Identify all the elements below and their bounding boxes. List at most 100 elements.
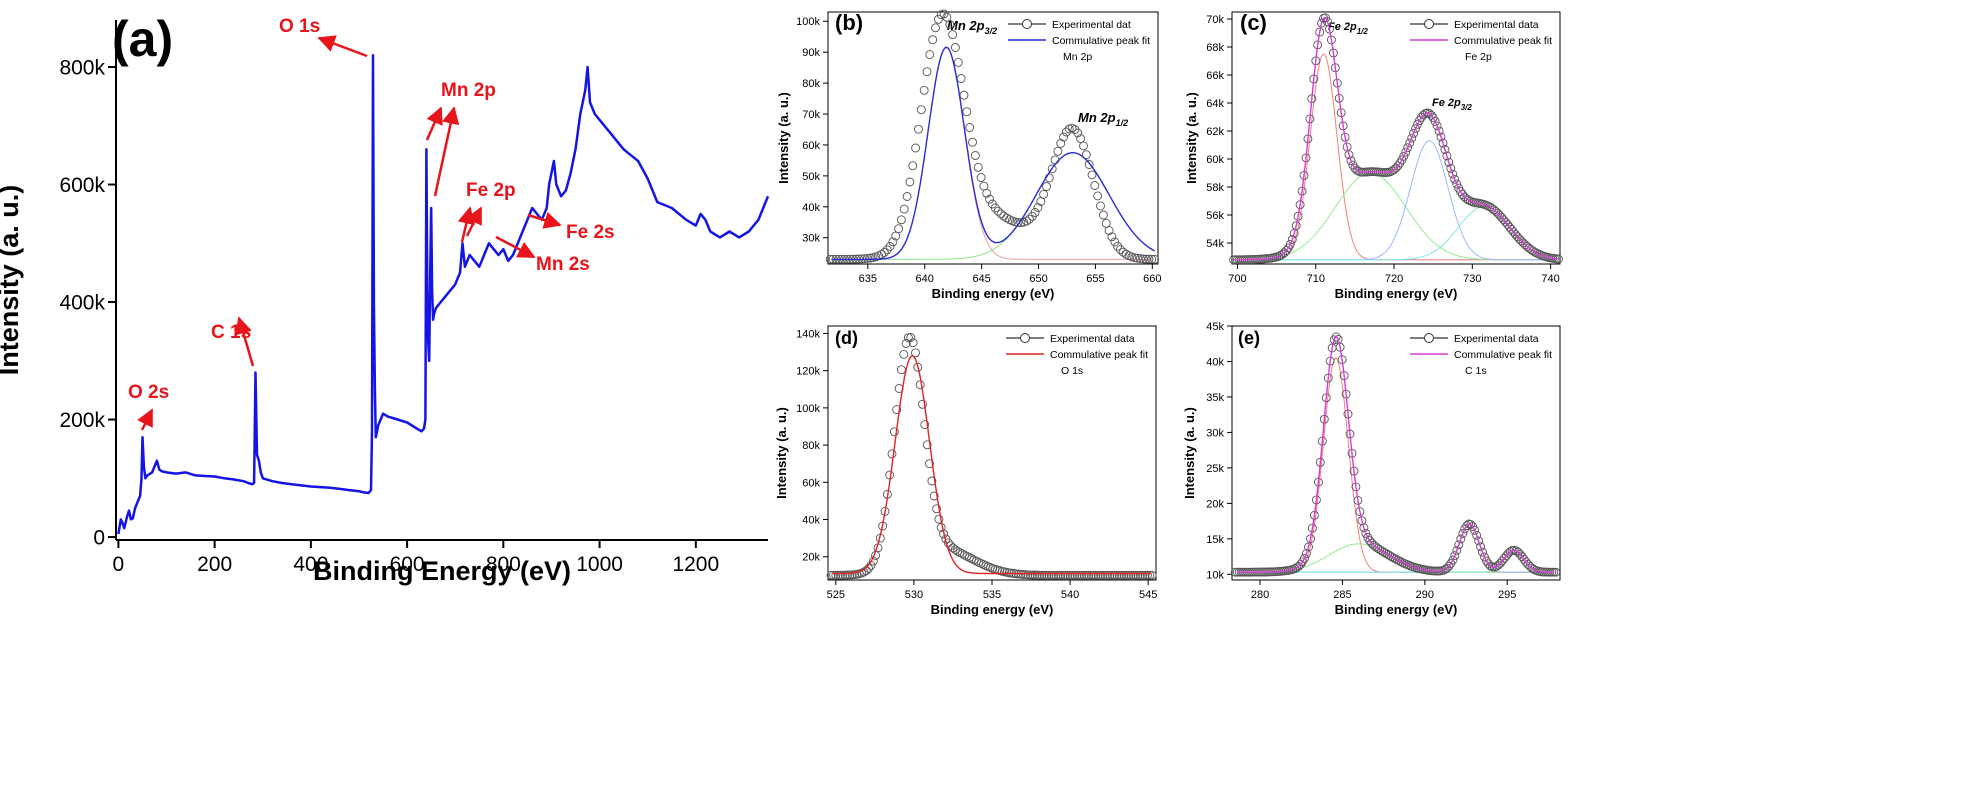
x-tick-label: 1000 <box>576 553 623 576</box>
component-curve <box>831 47 1154 260</box>
experimental-marker <box>1117 570 1127 580</box>
experimental-marker <box>908 338 918 348</box>
y-tick-label: 70k <box>1206 14 1224 26</box>
experimental-marker <box>826 570 836 580</box>
experimental-marker <box>1444 157 1454 167</box>
y-tick-label: 120k <box>796 366 820 378</box>
experimental-marker <box>1300 553 1309 563</box>
experimental-marker <box>1081 150 1091 160</box>
experimental-marker <box>953 57 963 67</box>
experimental-marker <box>1147 570 1157 580</box>
x-tick-label: 600 <box>390 553 425 576</box>
experimental-marker <box>1053 570 1063 580</box>
x-tick-label: 740 <box>1541 273 1559 285</box>
experimental-marker <box>1335 342 1345 352</box>
experimental-marker <box>931 23 940 33</box>
experimental-marker <box>913 362 923 372</box>
experimental-marker <box>1105 570 1115 580</box>
experimental-marker <box>899 204 909 214</box>
experimental-marker <box>1084 570 1094 580</box>
experimental-marker <box>1073 128 1083 138</box>
y-tick-label: 80k <box>802 78 820 90</box>
experimental-marker <box>970 151 980 160</box>
x-tick-label: 290 <box>1416 589 1434 601</box>
experimental-marker <box>990 203 1000 213</box>
annotations-a: O 2s C 1s O 1s Mn 2p Fe 2p Fe 2s Mn 2s <box>128 16 615 431</box>
experimental-marker <box>1458 529 1468 538</box>
arrow-o1s <box>317 35 368 58</box>
component-curve <box>1234 172 1557 261</box>
y-tick-label: 100k <box>796 403 820 415</box>
experimental-marker <box>1103 570 1113 580</box>
experimental-marker <box>1529 564 1539 574</box>
y-tick-label: 60k <box>802 477 820 489</box>
experimental-marker <box>1091 570 1101 580</box>
experimental-marker <box>1440 145 1450 154</box>
x-tick-label: 295 <box>1498 589 1516 601</box>
y-tick-label: 140k <box>796 328 820 340</box>
y-tick-label: 15k <box>1206 534 1224 546</box>
experimental-marker <box>1037 570 1047 580</box>
x-axis-label: Binding energy (eV) <box>932 286 1055 301</box>
x-tick-label: 700 <box>1228 273 1246 285</box>
experimental-marker <box>1044 570 1054 580</box>
experimental-marker <box>945 19 955 29</box>
experimental-marker <box>968 137 977 147</box>
experimental-marker <box>1530 247 1540 257</box>
experimental-marker <box>976 173 986 182</box>
experimental-marker <box>1401 147 1411 157</box>
plot-frame <box>827 325 1157 581</box>
experimental-marker <box>1079 570 1089 580</box>
experimental-marker <box>920 420 930 430</box>
panel-e-tag: (e) <box>1238 328 1260 348</box>
legend-label-region: Fe 2p <box>1465 51 1492 63</box>
experimental-marker <box>1084 160 1094 169</box>
y-tick-label: 62k <box>1206 126 1224 138</box>
experimental-marker <box>1396 557 1406 567</box>
experimental-marker <box>967 554 977 564</box>
experimental-marker <box>915 380 925 390</box>
y-axis-label: Intensity (a. u.) <box>1182 407 1197 499</box>
experimental-marker <box>1060 570 1070 580</box>
experimental-marker <box>933 14 943 24</box>
experimental-marker <box>1436 132 1446 142</box>
legend-label-fit: Commulative peak fit <box>1454 35 1552 47</box>
experimental-marker <box>1124 570 1134 580</box>
experimental-marker <box>1147 254 1157 264</box>
peak-label-fe-2p3-2: Fe 2p3/2 <box>1432 97 1472 112</box>
experimental-marker <box>1039 189 1049 199</box>
component-curve <box>1234 53 1557 261</box>
experimental-marker <box>905 177 915 187</box>
x-tick-label: 545 <box>1139 589 1157 601</box>
x-axis-label: Binding energy (eV) <box>931 602 1054 617</box>
panel-e-c1s: (e) 280 285 290 295 10k 15k 20k 25k 30k 35k 40k 45k… <box>1182 321 1561 617</box>
annotation-fe2s: Fe 2s <box>566 222 615 243</box>
panel-a-tag: (a) <box>112 11 173 67</box>
experimental-marker <box>1340 132 1350 142</box>
experimental-marker <box>1024 214 1034 224</box>
experimental-marker <box>948 543 958 553</box>
experimental-marker <box>829 570 838 580</box>
peak-label-fe-2p1-2: Fe 2p1/2 <box>1328 21 1368 36</box>
y-tick-label: 54k <box>1206 238 1224 250</box>
experimental-marker <box>845 570 855 580</box>
experimental-marker <box>1478 547 1487 557</box>
arrow-c1s <box>235 316 255 367</box>
experimental-marker <box>1331 332 1341 342</box>
experimental-marker <box>1112 570 1122 580</box>
experimental-marker <box>902 192 912 201</box>
experimental-marker <box>911 348 920 358</box>
experimental-marker <box>1444 561 1454 571</box>
experimental-marker <box>1077 570 1087 580</box>
legend-label-fit: Commulative peak fit <box>1454 349 1552 361</box>
x-tick-label: 525 <box>827 589 845 601</box>
experimental-marker <box>1042 182 1051 191</box>
experimental-marker <box>948 30 958 40</box>
experimental-marker <box>1462 521 1472 531</box>
cumulative-fit-line <box>1236 336 1555 573</box>
experimental-marker <box>1032 570 1042 580</box>
experimental-marker <box>1448 555 1458 565</box>
experimental-marker <box>918 399 927 409</box>
experimental-marker <box>956 74 966 83</box>
